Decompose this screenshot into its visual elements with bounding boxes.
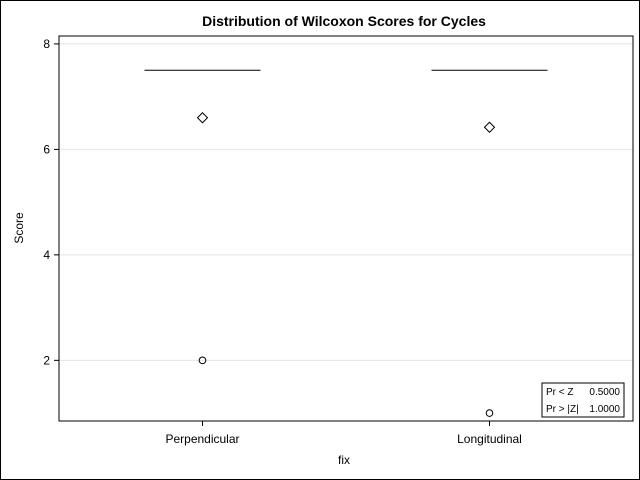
mean-marker-perpendicular	[196, 112, 209, 124]
chart-marks	[144, 69, 548, 417]
y-tick-label-6: 6	[43, 142, 50, 156]
mean-marker-longitudinal	[483, 121, 496, 133]
inset-row-2-label: Pr > |Z|	[546, 404, 579, 415]
gridlines	[59, 43, 633, 361]
inset-box	[541, 382, 625, 418]
plot-area	[58, 35, 634, 422]
chart-title: Distribution of Wilcoxon Scores for Cycl…	[202, 13, 486, 29]
y-tick-label-8: 8	[43, 37, 50, 51]
outlier-perpendicular-0	[198, 356, 207, 365]
y-tick-label-4: 4	[43, 248, 50, 262]
inset-row-2-value: 1.0000	[589, 404, 620, 415]
x-axis-label: fix	[338, 453, 350, 467]
y-axis-label: Score	[12, 212, 26, 244]
stats-inset: Pr < Z 0.5000 Pr > |Z| 1.0000	[541, 382, 625, 418]
inset-row-1-label: Pr < Z	[546, 387, 574, 398]
x-tick-label-perpendicular: Perpendicular	[165, 432, 239, 446]
x-axis-ticks: Perpendicular Longitudinal	[165, 421, 522, 446]
x-tick-label-longitudinal: Longitudinal	[457, 432, 522, 446]
y-axis-ticks: 2 4 6 8	[43, 37, 59, 367]
y-tick-label-2: 2	[43, 353, 50, 367]
inset-row-1-value: 0.5000	[589, 387, 620, 398]
outlier-longitudinal-0	[485, 409, 494, 417]
